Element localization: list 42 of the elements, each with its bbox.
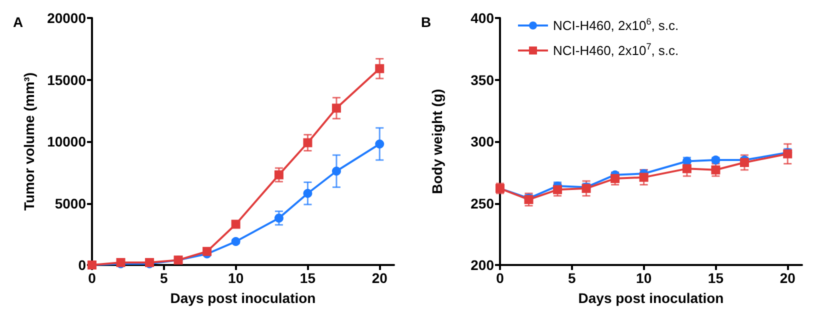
x-tick-label: 5 — [568, 270, 576, 286]
point — [274, 170, 284, 180]
x-tick-label: 10 — [636, 270, 652, 286]
point — [682, 164, 692, 174]
point — [231, 237, 240, 246]
point — [610, 174, 620, 184]
x-tick-label: 15 — [708, 270, 724, 286]
x-tick-label: 20 — [780, 270, 796, 286]
x-tick-label: 10 — [228, 270, 244, 286]
y-tick-label: 250 — [470, 195, 494, 212]
chart-title: A — [13, 14, 24, 30]
y-tick-label: 200 — [470, 257, 494, 273]
y-tick-label: 0 — [78, 257, 86, 273]
point — [332, 104, 341, 113]
y-axis-title: Body weight (g) — [429, 89, 445, 194]
point — [375, 139, 384, 148]
y-tick-label: 5000 — [54, 195, 86, 212]
y-tick-label: 300 — [470, 134, 494, 150]
point — [375, 64, 384, 74]
point — [303, 188, 312, 198]
x-tick-label: 0 — [88, 270, 96, 286]
x-tick-label: 20 — [372, 270, 388, 286]
y-tick-label: 10000 — [47, 134, 86, 150]
y-axis-title: Tumor volume (mm³) — [21, 72, 37, 211]
point — [711, 165, 720, 174]
point — [202, 246, 212, 256]
point — [332, 166, 341, 176]
point — [231, 220, 240, 229]
x-tick-label: 5 — [160, 270, 168, 286]
y-tick-label: 350 — [470, 72, 494, 88]
point — [274, 214, 284, 223]
y-tick-label: 20000 — [47, 10, 86, 26]
point — [553, 185, 562, 194]
point — [303, 138, 312, 148]
chart-title: B — [421, 14, 432, 30]
x-tick-label: 0 — [496, 270, 504, 286]
x-axis-title: Days post inoculation — [170, 290, 316, 306]
x-tick-label: 15 — [300, 270, 316, 286]
point — [639, 172, 648, 182]
y-tick-label: 400 — [470, 10, 494, 26]
x-axis-title: Days post inoculation — [578, 290, 724, 306]
y-tick-label: 15000 — [47, 72, 86, 88]
